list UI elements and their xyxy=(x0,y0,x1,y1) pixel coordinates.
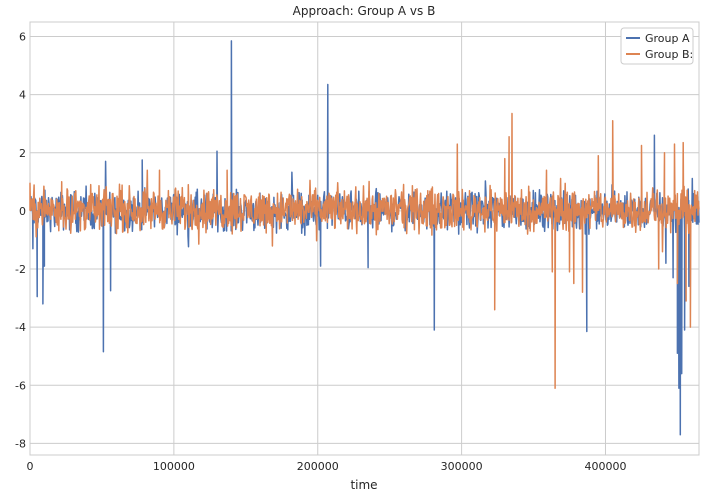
series-layer xyxy=(29,40,700,436)
y-tick-label: 6 xyxy=(19,31,26,44)
axis-ticks: 0 100000 200000 300000 400000 -8 -6 -4 -2 0 2 4 6 xyxy=(15,31,626,473)
y-tick-label: -8 xyxy=(15,437,26,450)
y-tick-label: -4 xyxy=(15,321,26,334)
x-tick-label: 200000 xyxy=(297,460,339,473)
series-line-group-b xyxy=(29,112,700,389)
legend-label: Group A xyxy=(645,32,690,45)
x-tick-label: 100000 xyxy=(153,460,195,473)
x-axis-label: time xyxy=(350,478,377,492)
x-tick-label: 0 xyxy=(27,460,34,473)
legend-label: Group B: xyxy=(645,48,693,61)
x-tick-label: 400000 xyxy=(584,460,626,473)
y-tick-label: 2 xyxy=(19,147,26,160)
chart-title: Approach: Group A vs B xyxy=(293,4,436,18)
legend: Group A Group B: xyxy=(620,27,694,65)
y-tick-label: -6 xyxy=(15,379,26,392)
x-tick-label: 300000 xyxy=(441,460,483,473)
y-tick-label: -2 xyxy=(15,263,26,276)
y-tick-label: 0 xyxy=(19,205,26,218)
plot-area xyxy=(29,21,700,456)
y-tick-label: 4 xyxy=(19,89,26,102)
